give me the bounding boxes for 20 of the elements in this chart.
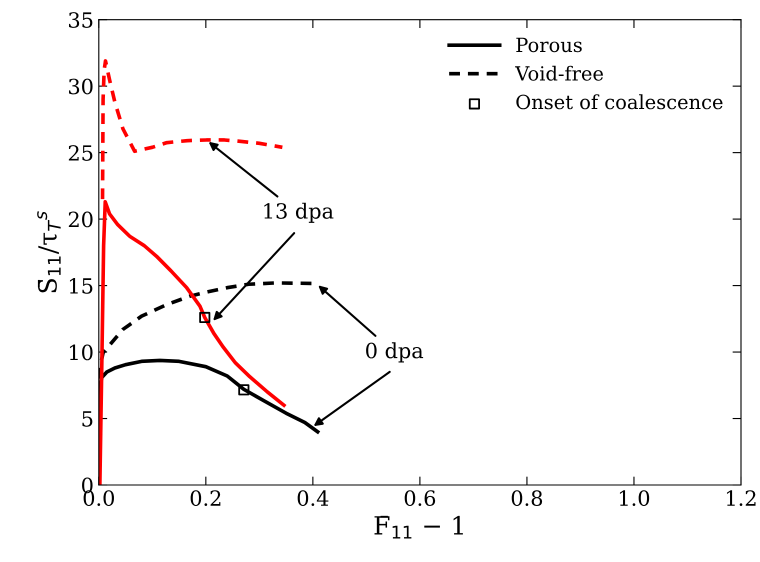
legend-label: Onset of coalescence (516, 94, 723, 110)
y-tick-label: 10 (70, 344, 93, 360)
legend-label: Void-free (515, 66, 604, 81)
legend-label: Porous (516, 38, 582, 52)
y-tick-label: 20 (68, 212, 93, 228)
y-tick-label: 25 (68, 145, 92, 161)
x-tick-label: 1.0 (620, 490, 650, 506)
annotation: 0 dpa (366, 342, 424, 362)
y-tick-label: 5 (82, 411, 92, 427)
y-tick-label: 30 (69, 78, 93, 94)
x-tick-label: 1.2 (726, 490, 756, 506)
x-axis-title: F̄$_{11}$ − 1 (374, 516, 463, 539)
y-tick-label: 15 (70, 278, 92, 294)
y-axis-title: S̄$_{11}$/τ$_{T}$$^{s}$ (37, 211, 61, 292)
y-tick-label: 35 (69, 12, 92, 28)
x-tick-label: 0.2 (190, 490, 220, 506)
x-tick-label: 0.6 (404, 490, 436, 506)
x-tick-label: 0.4 (298, 490, 328, 506)
annotation: 13 dpa (264, 202, 334, 223)
x-tick-label: 0.8 (512, 490, 542, 506)
